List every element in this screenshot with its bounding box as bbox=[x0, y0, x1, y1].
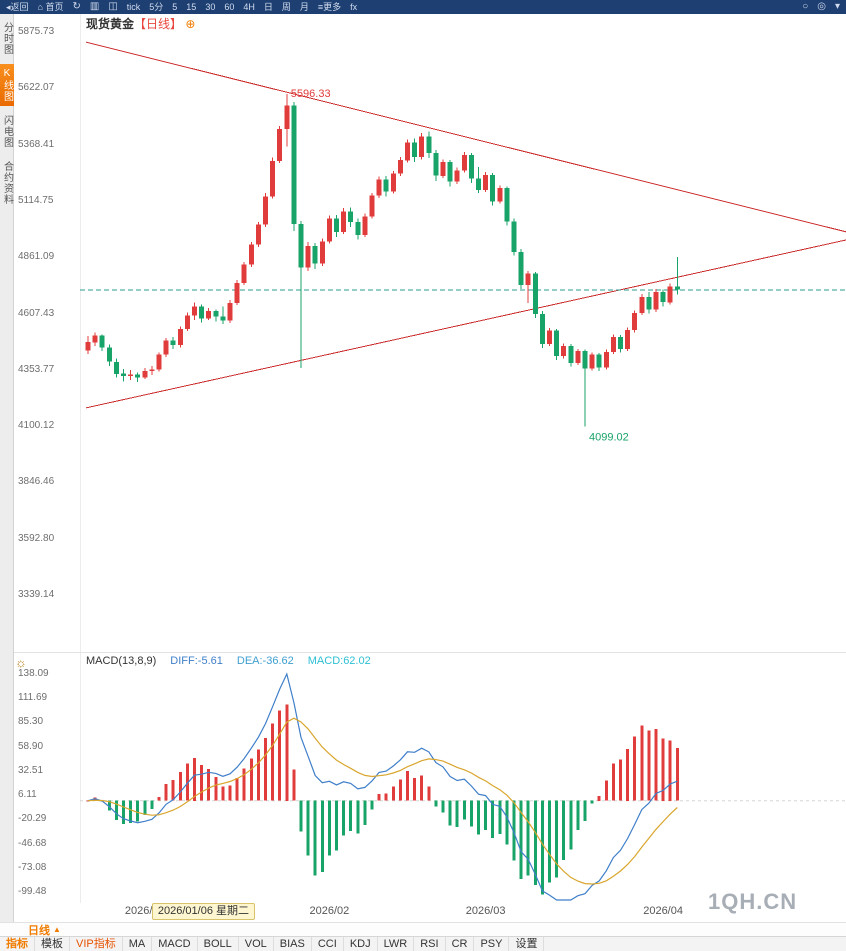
tab-boll[interactable]: BOLL bbox=[198, 937, 239, 951]
interval-5min-button[interactable]: 5分 bbox=[149, 2, 164, 12]
dea-line bbox=[87, 717, 678, 885]
refresh-icon[interactable]: ↻ bbox=[72, 1, 81, 12]
tab-bias[interactable]: BIAS bbox=[274, 937, 312, 951]
interval-30-button[interactable]: 30 bbox=[205, 2, 216, 12]
price-axis-label: 4353.77 bbox=[18, 363, 55, 375]
interval-month-button[interactable]: 月 bbox=[299, 2, 309, 12]
macd-axis-label: 111.69 bbox=[18, 692, 48, 704]
macd-header: MACD(13,8,9) DIFF:-5.61 DEA:-36.62 MACD:… bbox=[86, 655, 371, 667]
macd-dea-value: DEA:-36.62 bbox=[236, 655, 294, 667]
home-button[interactable]: ⌂ 首页 bbox=[37, 2, 64, 12]
interval-15-button[interactable]: 15 bbox=[186, 2, 197, 12]
macd-axis-label: -99.48 bbox=[18, 886, 47, 897]
macd-axis-label: 85.30 bbox=[18, 716, 44, 728]
add-indicator-icon[interactable]: ⊕ bbox=[185, 17, 196, 31]
x-axis-month-label: 2026/04 bbox=[643, 905, 683, 917]
collapse-arrow-icon: ▲ bbox=[53, 925, 61, 934]
sidebar-item-contract-info[interactable]: 合约资料 bbox=[1, 161, 13, 205]
settings-icon[interactable]: ◎ bbox=[817, 1, 826, 12]
interval-60-button[interactable]: 60 bbox=[224, 2, 235, 12]
tab-cr[interactable]: CR bbox=[446, 937, 475, 951]
indicator-sun-icon[interactable]: ☼ bbox=[15, 655, 27, 670]
tab-lwr[interactable]: LWR bbox=[378, 937, 415, 951]
price-axis-label: 5622.07 bbox=[18, 82, 55, 94]
symbol-name: 现货黄金 bbox=[86, 17, 135, 31]
tab-vip-indicator[interactable]: VIP指标 bbox=[70, 937, 123, 951]
tab-ma[interactable]: MA bbox=[123, 937, 153, 951]
axis-divider bbox=[80, 14, 81, 903]
more-button[interactable]: ≡更多 bbox=[317, 2, 342, 12]
fx-button[interactable]: fx bbox=[350, 2, 358, 12]
tab-cci[interactable]: CCI bbox=[312, 937, 344, 951]
price-axis-label: 3339.14 bbox=[18, 589, 55, 600]
tab-template[interactable]: 模板 bbox=[35, 937, 70, 951]
macd-axis-label: 32.51 bbox=[18, 764, 44, 776]
watermark: 1QH.CN bbox=[708, 889, 798, 914]
tab-psy[interactable]: PSY bbox=[474, 937, 510, 951]
search-icon[interactable]: ○ bbox=[802, 1, 809, 12]
macd-axis-label: -46.68 bbox=[18, 837, 47, 849]
price-annotation: 5596.33 bbox=[291, 88, 331, 100]
price-axis-label: 3846.46 bbox=[18, 476, 55, 488]
price-axis-label: 4861.09 bbox=[18, 251, 55, 263]
tab-settings[interactable]: 设置 bbox=[509, 937, 545, 951]
interval-4h-button[interactable]: 4H bbox=[243, 2, 255, 12]
macd-axis-label: 6.11 bbox=[18, 789, 37, 801]
tab-rsi[interactable]: RSI bbox=[414, 937, 446, 951]
macd-axis-label: -20.29 bbox=[18, 813, 47, 825]
candlestick-icon[interactable]: ◫ bbox=[108, 1, 118, 12]
bar-chart-icon[interactable]: ▥ bbox=[89, 1, 100, 12]
price-axis-label: 3592.80 bbox=[18, 532, 55, 544]
trendlines-layer bbox=[85, 41, 846, 409]
macd-axis-label: 58.90 bbox=[18, 740, 44, 752]
price-axis-label: 4607.43 bbox=[18, 307, 55, 319]
interval-day-button[interactable]: 日 bbox=[263, 2, 273, 12]
current-period-label: 日线 bbox=[28, 924, 50, 937]
panel-divider[interactable] bbox=[14, 652, 846, 653]
chart-title: 现货黄金【日线】 ⊕ bbox=[86, 15, 195, 32]
current-period-toggle[interactable]: 日线 ▲ bbox=[28, 922, 61, 938]
price-axis-label: 4100.12 bbox=[18, 420, 55, 432]
indicator-tabbar: 指标 模板 VIP指标 MA MACD BOLL VOL BIAS CCI KDJ LWR RSI CR… bbox=[0, 936, 846, 951]
chart-type-sidebar: 分时图 K线图闪电图合约资料 bbox=[0, 14, 14, 925]
macd-title: MACD(13,8,9) bbox=[86, 655, 157, 667]
tab-vol[interactable]: VOL bbox=[239, 937, 274, 951]
interval-tick-button[interactable]: tick bbox=[126, 2, 141, 12]
macd-axis-label: -73.08 bbox=[18, 861, 47, 873]
sidebar-item-kline-chart[interactable]: K线图 bbox=[0, 64, 14, 106]
top-toolbar: ◂返回 ⌂ 首页 ↻ ▥ ◫ tick 5分 5 15 30 60 4H 日周月 ≡更多 fx ○ ◎ ▾ bbox=[0, 0, 846, 14]
tab-macd[interactable]: MACD bbox=[152, 937, 198, 951]
candles-layer bbox=[85, 94, 680, 427]
macd-macd-value: MACD:62.02 bbox=[307, 655, 371, 667]
price-axis-label: 5114.75 bbox=[18, 194, 54, 206]
price-annotation: 4099.02 bbox=[589, 431, 629, 443]
tab-kdj[interactable]: KDJ bbox=[344, 937, 378, 951]
price-axis-label: 5368.41 bbox=[18, 138, 55, 150]
sidebar-item-lightning-chart[interactable]: 闪电图 bbox=[1, 115, 13, 148]
price-axis-label: 5875.73 bbox=[18, 26, 55, 37]
candlestick-chart[interactable]: 5596.33 4099.02 bbox=[80, 14, 846, 652]
x-axis-month-label: 2026/03 bbox=[465, 905, 506, 917]
macd-chart[interactable] bbox=[80, 652, 846, 902]
sidebar-item-time-chart[interactable]: 分时图 bbox=[1, 22, 13, 55]
x-axis: 2026/01/06 星期二 2026/01 2026/02 2026/03 2026… bbox=[80, 903, 846, 921]
tab-indicator[interactable]: 指标 bbox=[0, 937, 35, 951]
interval-5-button[interactable]: 5 bbox=[172, 2, 178, 12]
period-statusbar: 日线 ▲ bbox=[0, 922, 846, 938]
x-axis-month-label: 2026/02 bbox=[309, 905, 350, 917]
period-tag: 【日线】 bbox=[134, 17, 183, 31]
macd-diff-value: DIFF:-5.61 bbox=[170, 655, 223, 667]
interval-week-button[interactable]: 周 bbox=[281, 2, 291, 12]
back-button[interactable]: ◂返回 bbox=[6, 2, 29, 12]
diff-line bbox=[87, 672, 678, 901]
chevron-down-icon[interactable]: ▾ bbox=[834, 1, 840, 12]
macd-histogram bbox=[86, 704, 679, 895]
crosshair-date-label: 2026/01/06 星期二 bbox=[151, 903, 256, 920]
